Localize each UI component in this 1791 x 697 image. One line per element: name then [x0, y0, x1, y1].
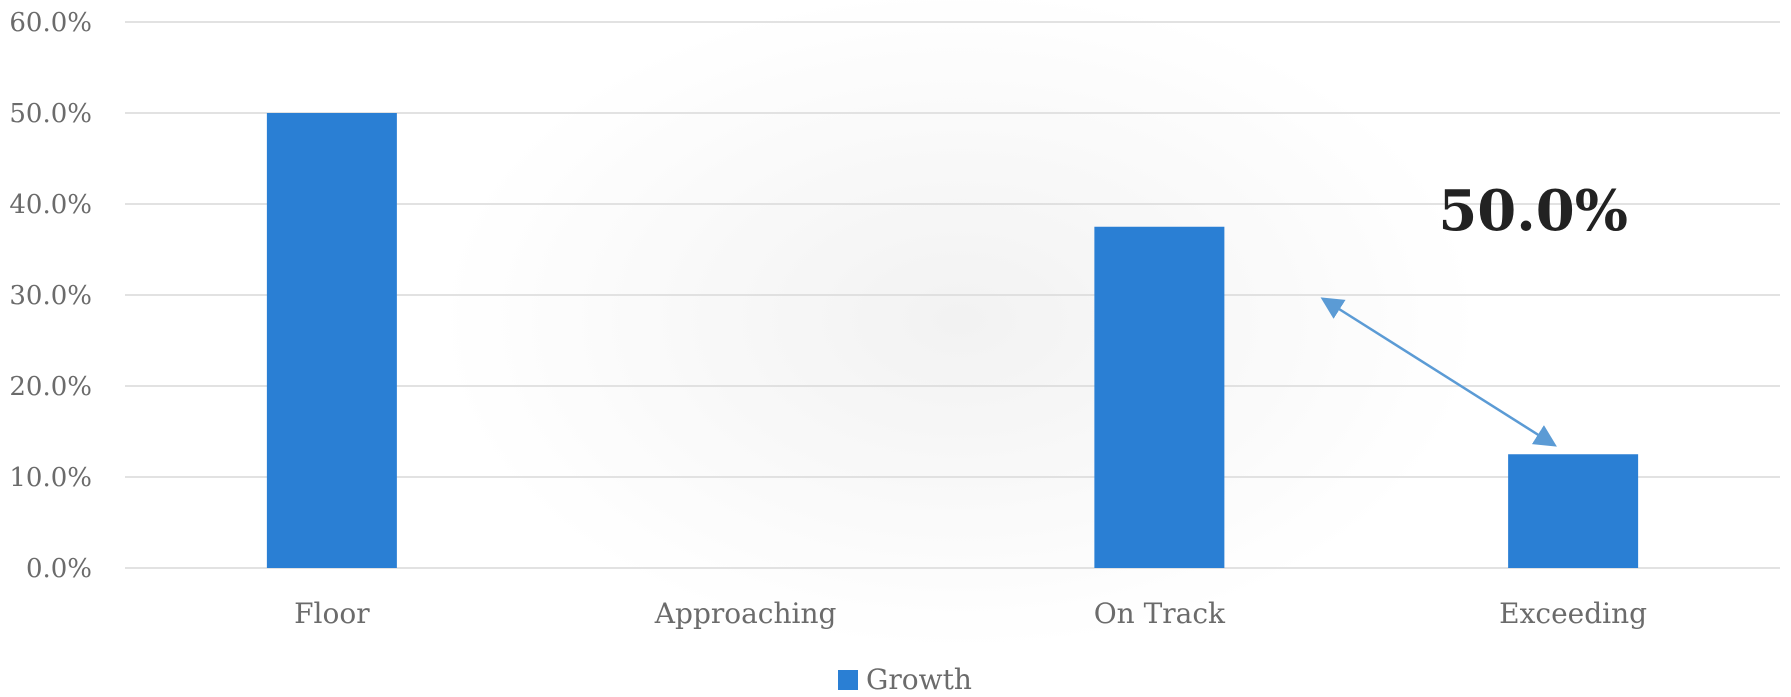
x-axis-labels: Floor Approaching On Track Exceeding — [294, 597, 1647, 630]
bar-exceeding — [1508, 454, 1639, 568]
background-glow — [440, 0, 1480, 650]
annotation: 50.0% — [1320, 178, 1628, 447]
y-tick-label: 0.0% — [26, 554, 92, 584]
y-tick-label: 50.0% — [9, 99, 92, 129]
y-tick-label: 60.0% — [9, 8, 92, 38]
y-tick-label: 40.0% — [9, 190, 92, 220]
x-category-label: On Track — [1094, 597, 1226, 630]
annotation-label: 50.0% — [1438, 178, 1628, 244]
annotation-arrow — [1320, 297, 1557, 447]
legend-label: Growth — [866, 663, 972, 693]
y-tick-label: 30.0% — [9, 281, 92, 311]
x-category-label: Approaching — [654, 597, 837, 630]
legend: Growth — [838, 663, 972, 696]
bars — [266, 113, 1639, 568]
gridlines — [125, 21, 1780, 569]
bar-floor — [266, 113, 397, 568]
y-tick-label: 10.0% — [9, 463, 92, 493]
y-axis-ticks: 0.0% 10.0% 20.0% 30.0% 40.0% 50.0% 60.0% — [9, 8, 92, 584]
y-tick-label: 20.0% — [9, 372, 92, 402]
x-category-label: Floor — [294, 597, 370, 630]
bar-on-track — [1094, 226, 1225, 568]
x-category-label: Exceeding — [1499, 597, 1647, 630]
legend-swatch — [838, 670, 858, 690]
